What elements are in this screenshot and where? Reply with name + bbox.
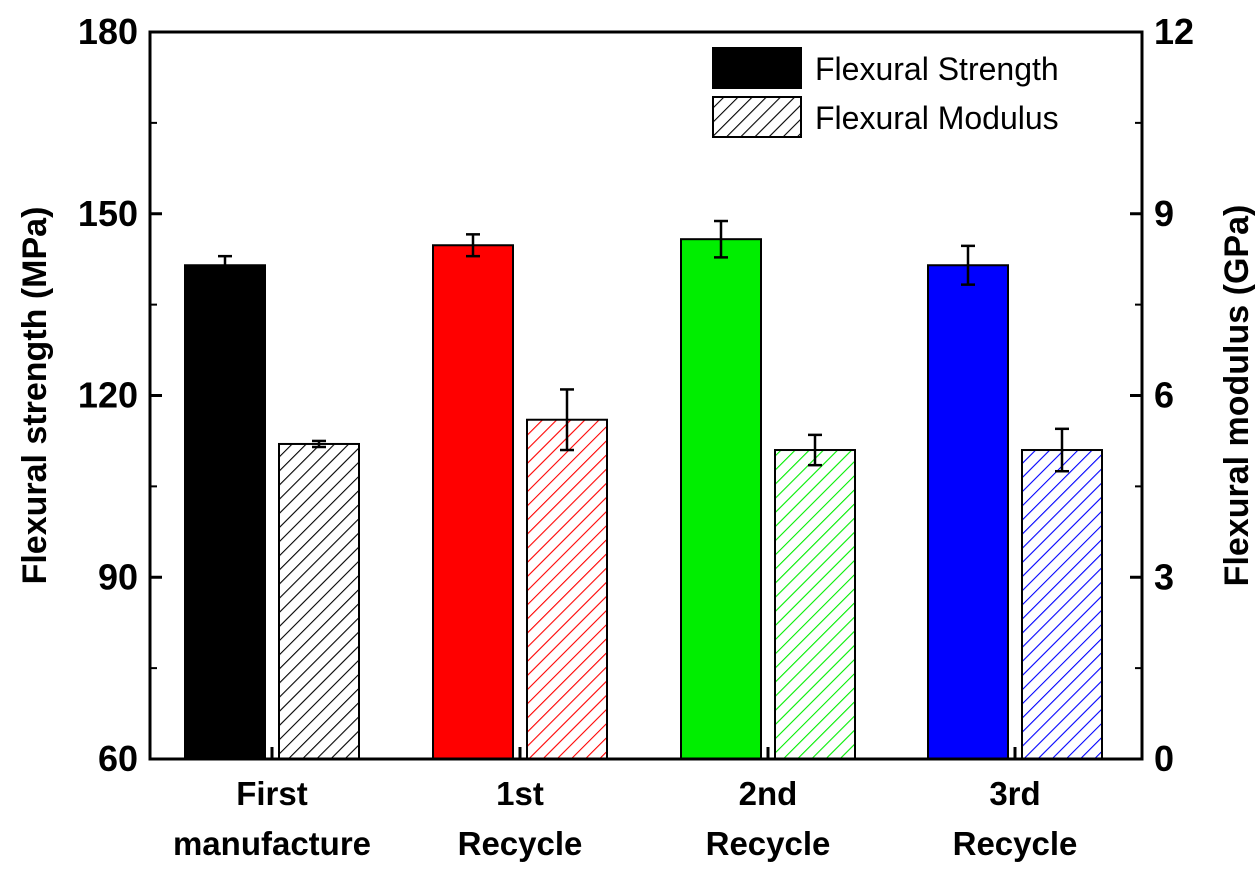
x-category-label-line2: Recycle <box>458 825 583 862</box>
error-bar-modulus-2 <box>808 433 822 467</box>
bar-modulus-2 <box>774 449 856 760</box>
y-tick-label: 150 <box>78 193 138 234</box>
y2-tick-label: 9 <box>1154 193 1174 234</box>
bar-modulus-1 <box>526 418 608 760</box>
y2-tick-label: 3 <box>1154 556 1174 597</box>
error-bar-strength-3 <box>961 244 975 286</box>
x-category-label-line1: 3rd <box>989 775 1040 812</box>
bar-strength-1 <box>432 244 514 760</box>
x-category-label-line2: Recycle <box>953 825 1078 862</box>
error-bar-modulus-0 <box>312 439 326 449</box>
bar-modulus-3 <box>1021 449 1103 760</box>
y2-tick-label: 0 <box>1154 738 1174 779</box>
error-bar-strength-2 <box>714 219 728 259</box>
bar-strength-0 <box>184 264 266 760</box>
legend-swatch-strength <box>712 47 802 89</box>
legend: Flexural Strength Flexural Modulus <box>712 47 1059 138</box>
bars-layer <box>184 238 1103 760</box>
bar-modulus-0 <box>278 442 360 760</box>
y-tick-label: 90 <box>98 556 138 597</box>
legend-label-strength: Flexural Strength <box>815 51 1059 87</box>
x-category-label-line2: Recycle <box>706 825 831 862</box>
error-bars-layer <box>218 219 1069 473</box>
error-bar-modulus-3 <box>1055 427 1069 473</box>
error-bar-strength-1 <box>466 233 480 258</box>
y-tick-label: 120 <box>78 375 138 416</box>
legend-swatch-modulus <box>712 96 802 138</box>
error-bar-modulus-1 <box>560 388 574 452</box>
y-axis-title: Flexural strength (MPa) <box>16 207 54 585</box>
y2-tick-label: 6 <box>1154 375 1174 416</box>
x-category-label-line1: First <box>236 775 308 812</box>
x-category-label-line1: 2nd <box>739 775 798 812</box>
legend-label-modulus: Flexural Modulus <box>815 100 1059 136</box>
error-bar-strength-0 <box>218 254 232 276</box>
bar-strength-2 <box>680 238 762 760</box>
axes-layer: 60 90 120 150 180 0 3 6 9 12 First manufacture 1st Re… <box>16 11 1256 862</box>
x-category-label-line2: manufacture <box>173 825 371 862</box>
x-category-label-line1: 1st <box>496 775 544 812</box>
y-tick-label: 60 <box>98 738 138 779</box>
y2-axis-title: Flexural modulus (GPa) <box>1218 205 1256 587</box>
bar-strength-3 <box>927 264 1009 760</box>
y2-tick-label: 12 <box>1154 11 1194 52</box>
y-tick-label: 180 <box>78 11 138 52</box>
